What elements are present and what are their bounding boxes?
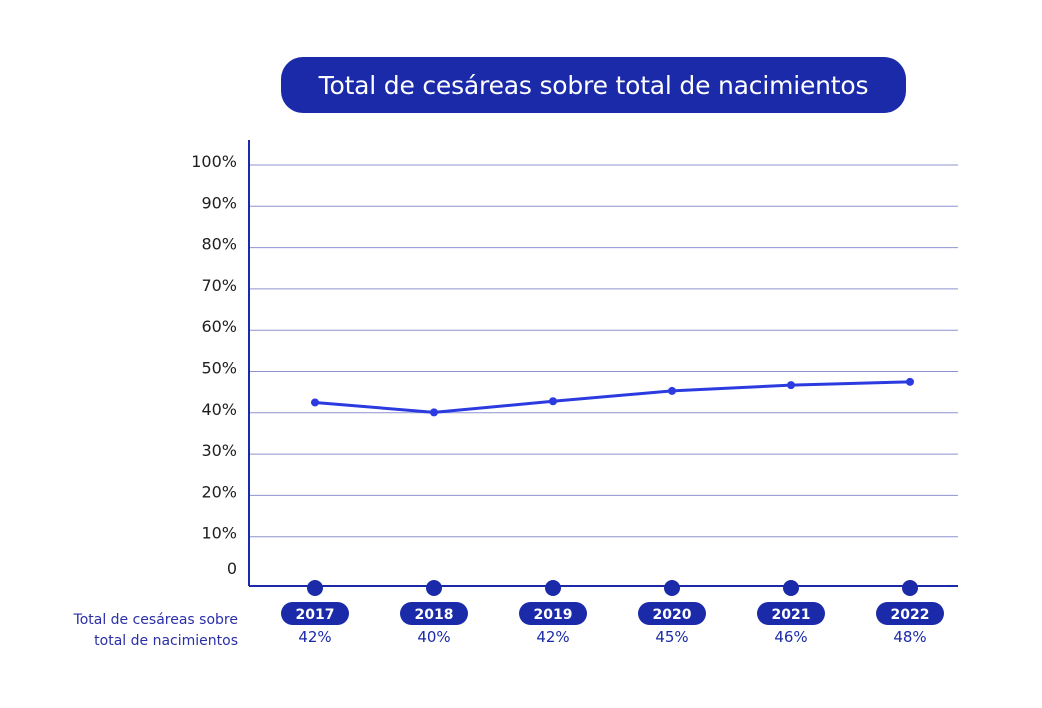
year-pill	[400, 602, 468, 625]
y-tick-label: 50%	[201, 359, 237, 378]
data-point	[906, 377, 914, 386]
year-pill	[519, 602, 587, 625]
data-label: 45%	[655, 628, 688, 646]
y-tick-label: 60%	[201, 317, 237, 336]
year-pill	[638, 602, 706, 625]
data-label: 46%	[774, 628, 807, 646]
axis-marker-dot	[783, 580, 799, 596]
series-line	[311, 377, 914, 417]
axes	[248, 140, 958, 587]
y-tick-label: 70%	[201, 276, 237, 295]
x-tick-label: 2022	[891, 607, 930, 623]
data-label: 48%	[893, 628, 926, 646]
data-label: 42%	[298, 628, 331, 646]
y-tick-label: 100%	[191, 152, 237, 171]
x-axis-categories: 2017 42% 2018 40% 2019 42% 2020 45% 2021 46% 2022 4…	[281, 580, 944, 646]
y-tick-label: 30%	[201, 441, 237, 460]
data-point	[787, 381, 795, 390]
axis-marker-dot	[664, 580, 680, 596]
year-pill	[757, 602, 825, 625]
chart-title: Total de cesáreas sobre total de nacimie…	[281, 57, 906, 113]
y-tick-label: 0	[227, 559, 237, 578]
y-tick-label: 10%	[201, 524, 237, 543]
y-tick-label: 90%	[201, 193, 237, 212]
x-tick-label: 2020	[653, 607, 692, 623]
x-tick-label: 2018	[415, 607, 454, 623]
x-tick-label: 2017	[296, 607, 335, 623]
data-label: 42%	[536, 628, 569, 646]
x-tick-label: 2021	[772, 607, 811, 623]
data-point	[668, 386, 676, 395]
y-tick-label: 20%	[201, 482, 237, 501]
data-point	[311, 398, 319, 407]
y-tick-label: 80%	[201, 235, 237, 254]
axis-marker-dot	[307, 580, 323, 596]
row-label: Total de cesáreas sobre total de nacimie…	[18, 610, 238, 652]
y-axis-ticks: 0 10% 20% 30% 40% 50% 60% 70% 80% 90% 100%	[191, 152, 237, 578]
y-tick-label: 40%	[201, 400, 237, 419]
axis-marker-dot	[545, 580, 561, 596]
x-tick-label: 2019	[534, 607, 573, 623]
data-point	[430, 408, 438, 417]
axis-marker-dot	[902, 580, 918, 596]
gridlines	[249, 164, 958, 538]
data-point	[549, 397, 557, 406]
row-label-line-2: total de nacimientos	[94, 633, 238, 649]
row-label-line-1: Total de cesáreas sobre	[73, 612, 238, 628]
year-pill	[281, 602, 349, 625]
year-pill	[876, 602, 944, 625]
axis-marker-dot	[426, 580, 442, 596]
data-label: 40%	[417, 628, 450, 646]
series-line-path	[314, 380, 911, 414]
